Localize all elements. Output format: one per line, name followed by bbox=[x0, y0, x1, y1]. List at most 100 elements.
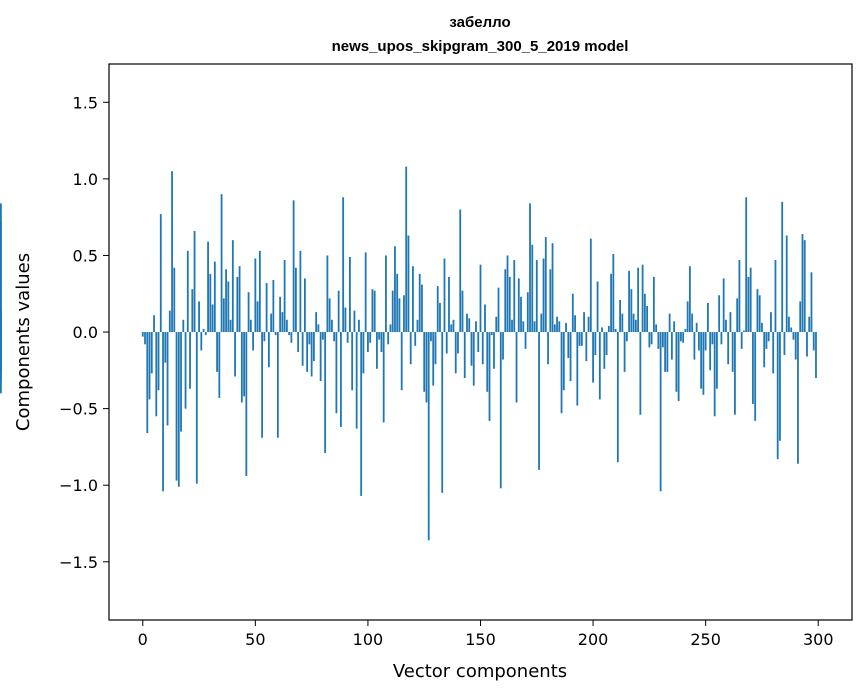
bar bbox=[812, 332, 815, 351]
bar bbox=[391, 290, 394, 333]
bar bbox=[506, 255, 509, 333]
bar bbox=[441, 332, 444, 493]
bar bbox=[211, 304, 214, 333]
bar bbox=[303, 278, 306, 333]
bar bbox=[810, 272, 813, 333]
bar-series bbox=[0, 166, 817, 541]
bar bbox=[740, 332, 743, 349]
bar bbox=[369, 332, 372, 343]
bar bbox=[551, 243, 554, 333]
bar bbox=[333, 332, 336, 342]
bar bbox=[261, 332, 263, 438]
bar bbox=[463, 332, 466, 378]
bar bbox=[743, 330, 745, 333]
bar bbox=[734, 332, 736, 415]
bar bbox=[171, 171, 173, 333]
bar bbox=[407, 235, 410, 333]
bar bbox=[389, 324, 392, 333]
bar bbox=[716, 332, 718, 389]
bar bbox=[493, 332, 495, 369]
bar bbox=[785, 235, 788, 333]
bar bbox=[677, 332, 680, 401]
bar bbox=[159, 214, 162, 333]
bar bbox=[562, 332, 565, 391]
bar bbox=[380, 332, 383, 352]
bar bbox=[567, 332, 570, 359]
bar bbox=[443, 258, 446, 333]
bar bbox=[535, 260, 538, 333]
bar bbox=[405, 166, 408, 333]
bar bbox=[258, 250, 261, 333]
bar bbox=[578, 332, 581, 346]
bar bbox=[513, 260, 516, 333]
bar bbox=[245, 332, 248, 477]
x-tick-label: 50 bbox=[245, 630, 265, 649]
bar bbox=[484, 304, 486, 333]
bar bbox=[249, 319, 252, 333]
bar bbox=[770, 312, 772, 333]
bar bbox=[141, 332, 144, 337]
bar bbox=[799, 301, 802, 333]
bar bbox=[0, 221, 2, 333]
bar bbox=[301, 332, 304, 366]
bar bbox=[430, 332, 432, 342]
bar bbox=[623, 332, 626, 372]
x-tick-label: 0 bbox=[138, 630, 148, 649]
y-tick-label: 1.5 bbox=[73, 93, 98, 112]
bar bbox=[324, 332, 327, 454]
bar bbox=[758, 295, 761, 333]
bar bbox=[385, 255, 387, 333]
bar bbox=[698, 332, 700, 351]
bar bbox=[652, 276, 655, 333]
bar bbox=[589, 238, 592, 333]
bar bbox=[776, 332, 779, 460]
bar bbox=[346, 332, 349, 343]
y-axis-label: Components values bbox=[13, 253, 34, 431]
bar bbox=[756, 289, 759, 333]
bar bbox=[225, 269, 227, 333]
bar bbox=[398, 298, 401, 333]
bar bbox=[340, 332, 342, 427]
bar bbox=[641, 264, 644, 333]
bar bbox=[416, 319, 419, 333]
bar bbox=[583, 312, 585, 333]
bar bbox=[376, 332, 378, 369]
bar bbox=[736, 298, 739, 333]
bar bbox=[585, 332, 588, 362]
bar bbox=[418, 273, 421, 333]
bar bbox=[625, 332, 628, 342]
y-tick-label: −0.5 bbox=[59, 400, 98, 419]
bar bbox=[312, 332, 315, 362]
bar bbox=[700, 332, 703, 389]
bar bbox=[238, 266, 241, 333]
bar bbox=[335, 332, 338, 414]
bar bbox=[421, 284, 423, 333]
bar bbox=[414, 332, 417, 346]
bar bbox=[765, 332, 768, 349]
bar bbox=[628, 270, 630, 333]
bar bbox=[803, 240, 806, 333]
bar bbox=[745, 197, 748, 333]
bar bbox=[569, 332, 572, 382]
bar bbox=[227, 281, 230, 333]
bar bbox=[592, 332, 594, 383]
bar bbox=[538, 332, 540, 470]
bar bbox=[439, 302, 441, 333]
y-axis-ticks: −1.5 −1.0 −0.5 0.0 0.5 1.0 1.5 bbox=[59, 93, 109, 572]
bar bbox=[310, 332, 313, 377]
bar bbox=[427, 332, 430, 541]
bar bbox=[511, 319, 513, 333]
bar bbox=[718, 295, 721, 333]
bar bbox=[342, 197, 345, 333]
bar bbox=[686, 301, 689, 333]
bar bbox=[684, 328, 687, 333]
bar bbox=[144, 332, 146, 345]
bar bbox=[272, 279, 275, 333]
bar bbox=[157, 332, 160, 391]
bar bbox=[436, 286, 439, 333]
bar bbox=[263, 332, 266, 342]
bar bbox=[544, 237, 547, 333]
bar bbox=[445, 332, 448, 354]
bar bbox=[382, 332, 385, 423]
